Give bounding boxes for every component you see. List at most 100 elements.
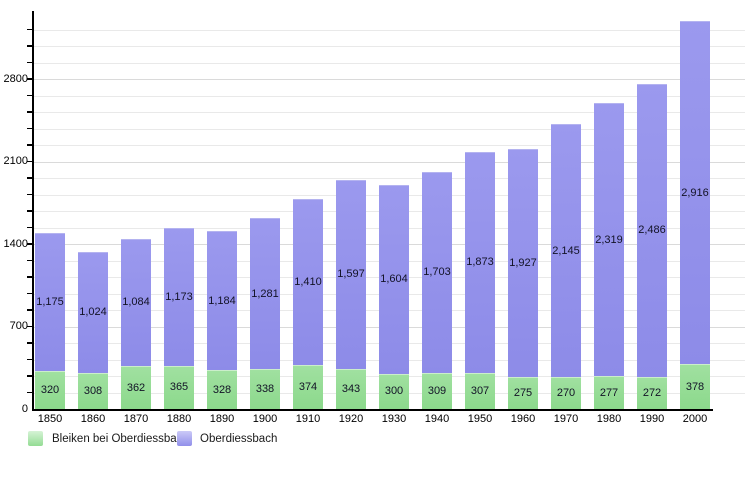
bar-segment-oberdiessbach <box>422 171 452 373</box>
bar-segment-bleiken <box>207 370 237 409</box>
bar-segment-bleiken <box>594 376 624 409</box>
bar-segment-oberdiessbach <box>637 83 667 377</box>
bar-value-oberdiessbach: 1,184 <box>208 294 236 307</box>
x-axis-line <box>32 409 713 411</box>
bar-value-bleiken: 338 <box>255 383 275 396</box>
y-axis-label: 2800 <box>3 72 28 85</box>
x-axis-label: 1900 <box>252 413 278 425</box>
y-axis-tick <box>27 243 32 245</box>
x-axis-label: 1880 <box>166 413 192 425</box>
bar-segment-bleiken <box>35 371 65 409</box>
x-axis-label: 1890 <box>209 413 235 425</box>
bar-value-bleiken: 308 <box>83 384 103 397</box>
gridline-minor <box>34 145 745 146</box>
bar-value-bleiken: 328 <box>212 383 232 396</box>
legend-label-bleiken: Bleiken bei Oberdiessbach <box>52 432 189 445</box>
bar-segment-bleiken <box>164 365 194 409</box>
y-axis-tick <box>27 94 32 97</box>
y-axis-label: 700 <box>9 320 28 332</box>
bar-value-bleiken: 374 <box>298 380 318 393</box>
bar-value-bleiken: 309 <box>427 384 447 397</box>
bar-segment-bleiken <box>422 372 452 409</box>
bar-value-oberdiessbach: 2,486 <box>638 224 666 237</box>
bar-value-oberdiessbach: 1,084 <box>122 296 150 309</box>
bar-segment-oberdiessbach <box>465 152 495 373</box>
gridline-minor <box>34 62 745 64</box>
bar-value-bleiken: 378 <box>685 380 705 393</box>
bar-segment-oberdiessbach <box>680 20 710 365</box>
y-axis-tick <box>27 28 32 31</box>
x-axis-label: 1990 <box>639 413 665 425</box>
bar-value-oberdiessbach: 1,597 <box>337 268 365 281</box>
bar-value-oberdiessbach: 2,319 <box>595 233 623 246</box>
bar-value-bleiken: 300 <box>384 385 404 398</box>
y-axis-tick <box>27 226 32 229</box>
bar-value-oberdiessbach: 1,175 <box>36 296 64 309</box>
gridline-minor <box>34 46 745 47</box>
y-axis-tick <box>27 210 32 212</box>
y-axis-tick <box>27 177 32 179</box>
x-axis-label: 1920 <box>338 413 364 425</box>
bar-value-oberdiessbach: 1,927 <box>509 257 537 270</box>
y-axis-tick <box>27 144 32 146</box>
bar-value-oberdiessbach: 1,024 <box>79 306 107 319</box>
gridline-major <box>34 161 745 163</box>
x-axis-label: 1930 <box>381 413 407 425</box>
x-axis-label: 1950 <box>467 413 493 425</box>
y-axis-tick <box>27 78 32 80</box>
bar-segment-oberdiessbach <box>551 124 581 378</box>
bar-segment-oberdiessbach <box>250 218 280 370</box>
y-axis-tick <box>27 127 32 130</box>
bar-segment-bleiken <box>465 372 495 409</box>
bar-segment-bleiken <box>293 364 323 409</box>
bar-value-bleiken: 270 <box>556 387 576 400</box>
bar-segment-oberdiessbach <box>164 227 194 366</box>
bar-value-bleiken: 320 <box>40 384 60 397</box>
bar-segment-oberdiessbach <box>121 238 151 367</box>
bar-segment-bleiken <box>637 376 667 409</box>
bar-value-bleiken: 272 <box>642 386 662 399</box>
bar-segment-bleiken <box>680 364 710 409</box>
y-axis-tick <box>27 45 32 47</box>
x-axis-label: 2000 <box>682 413 708 425</box>
x-axis-label: 1960 <box>510 413 536 425</box>
bar-segment-oberdiessbach <box>379 184 409 374</box>
y-axis-tick <box>27 276 32 278</box>
bar-value-oberdiessbach: 1,703 <box>423 266 451 279</box>
y-axis-tick <box>27 61 32 64</box>
bar-segment-oberdiessbach <box>508 149 538 377</box>
bar-value-oberdiessbach: 1,604 <box>380 273 408 286</box>
y-axis-tick <box>27 160 32 163</box>
bar-segment-bleiken <box>336 368 366 409</box>
bar-value-bleiken: 275 <box>513 386 533 399</box>
x-axis-label: 1980 <box>596 413 622 425</box>
gridline-major <box>34 79 745 80</box>
bar-segment-oberdiessbach <box>35 232 65 372</box>
y-axis-tick <box>27 391 32 394</box>
y-axis-line <box>32 11 34 411</box>
bar-segment-oberdiessbach <box>293 198 323 365</box>
gridline-minor <box>34 29 745 31</box>
bar-value-oberdiessbach: 2,145 <box>552 244 580 257</box>
y-axis-label: 2100 <box>3 155 28 167</box>
y-axis-tick <box>27 325 32 328</box>
bar-segment-bleiken <box>250 369 280 409</box>
y-axis-tick <box>27 111 32 113</box>
x-axis-label: 1970 <box>553 413 579 425</box>
y-axis-label: 0 <box>21 402 28 415</box>
bar-segment-oberdiessbach <box>78 252 108 373</box>
x-axis-label: 1850 <box>37 413 63 425</box>
bar-segment-oberdiessbach <box>336 180 366 369</box>
gridline-minor <box>34 95 745 97</box>
bar-value-oberdiessbach: 1,281 <box>251 287 279 300</box>
legend-label-oberdiessbach: Oberdiessbach <box>200 432 278 445</box>
x-axis-label: 1940 <box>424 413 450 425</box>
bar-segment-oberdiessbach <box>207 230 237 371</box>
x-axis-label: 1910 <box>295 413 321 425</box>
y-axis-tick <box>27 375 32 377</box>
bar-value-oberdiessbach: 2,916 <box>681 186 709 199</box>
gridline-minor <box>34 178 745 179</box>
x-axis-label: 1870 <box>123 413 149 425</box>
bar-value-bleiken: 343 <box>341 382 361 395</box>
